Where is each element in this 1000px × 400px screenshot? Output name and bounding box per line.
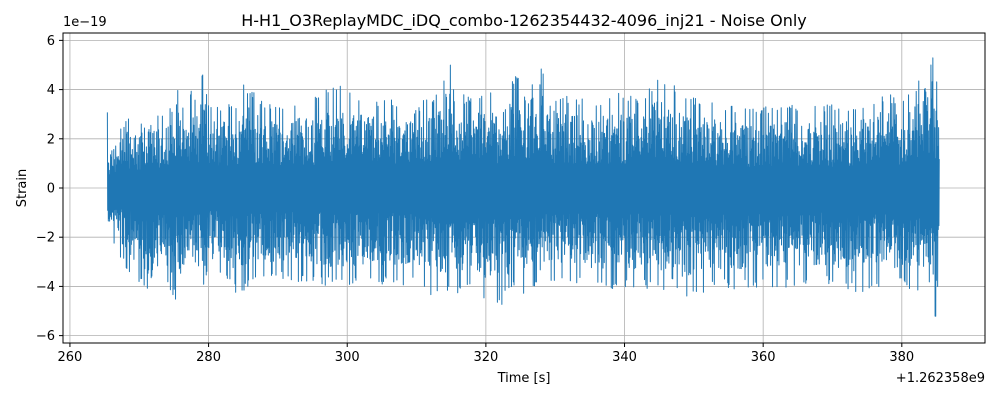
- x-tick-label: 320: [473, 350, 498, 365]
- axis-ticks: 260 280 300 320 340 360 380 −6 −4 −2 0 2 4 6: [36, 34, 914, 365]
- x-tick-label: 300: [335, 350, 360, 365]
- y-tick-label: 4: [47, 83, 55, 98]
- y-tick-label: −4: [36, 280, 55, 295]
- strain-line: [106, 57, 940, 317]
- strain-series: [106, 57, 940, 317]
- x-tick-label: 360: [751, 350, 776, 365]
- y-tick-label: −6: [36, 329, 55, 344]
- y-axis-scale-label: 1e−19: [63, 15, 107, 30]
- y-tick-label: 0: [47, 182, 55, 197]
- y-axis-label: Strain: [15, 169, 30, 208]
- x-tick-label: 280: [196, 350, 221, 365]
- y-tick-label: 6: [47, 34, 55, 49]
- x-axis-offset-label: +1.262358e9: [896, 371, 985, 386]
- x-tick-label: 340: [612, 350, 637, 365]
- chart-title: H-H1_O3ReplayMDC_iDQ_combo-1262354432-40…: [241, 11, 807, 31]
- x-tick-label: 260: [58, 350, 83, 365]
- y-tick-label: 2: [47, 132, 55, 147]
- x-axis-label: Time [s]: [497, 371, 551, 386]
- x-tick-label: 380: [889, 350, 914, 365]
- y-tick-label: −2: [36, 231, 55, 246]
